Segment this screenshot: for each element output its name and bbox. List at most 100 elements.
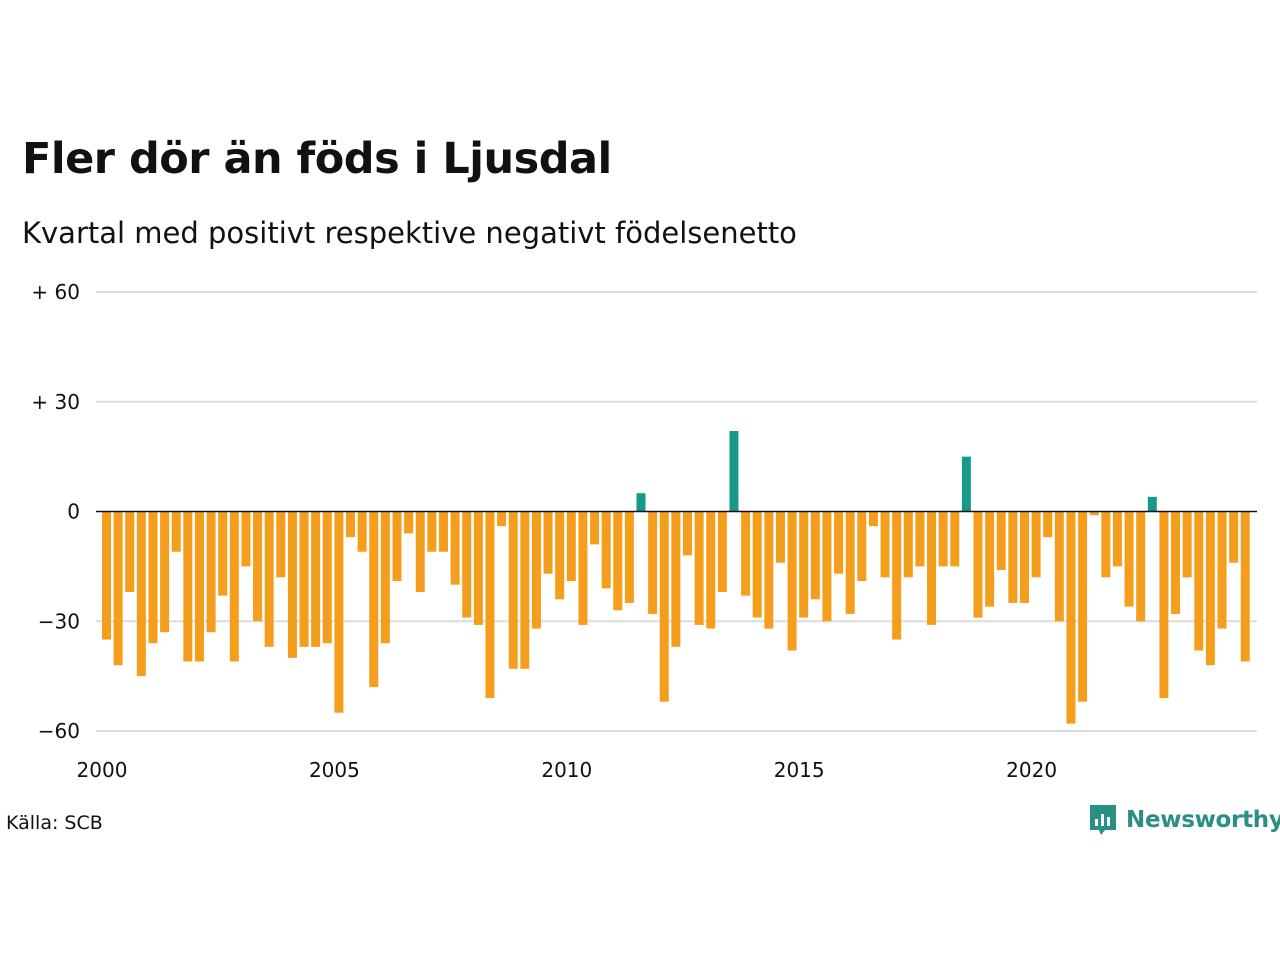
bar-negative xyxy=(276,511,286,578)
bar-negative xyxy=(438,511,448,552)
bar-negative xyxy=(334,511,344,713)
source-note: Källa: SCB xyxy=(6,812,103,834)
bar-negative xyxy=(938,511,948,567)
bar-negative xyxy=(671,511,681,647)
bar-negative xyxy=(1217,511,1227,629)
bar-negative xyxy=(555,511,565,600)
bar-negative xyxy=(764,511,774,629)
bar-negative xyxy=(985,511,995,607)
bar-negative xyxy=(880,511,890,578)
bar-negative xyxy=(566,511,576,582)
bar-positive xyxy=(961,456,971,512)
bar-negative xyxy=(892,511,902,640)
bar-negative xyxy=(1159,511,1169,699)
bars xyxy=(102,431,1250,724)
bar-negative xyxy=(845,511,855,614)
bar-negative xyxy=(1136,511,1146,622)
bar-negative xyxy=(160,511,170,633)
bar-negative xyxy=(613,511,623,611)
bar-negative xyxy=(834,511,844,574)
bar-negative xyxy=(1031,511,1041,578)
bar-negative xyxy=(171,511,181,552)
bar-negative xyxy=(357,511,367,552)
bar-negative xyxy=(1182,511,1192,578)
bar-negative xyxy=(1229,511,1239,563)
x-axis-labels: 2000 2005 2010 2015 2020 xyxy=(77,758,1058,782)
bar-negative xyxy=(485,511,495,699)
newsworthy-logo-icon xyxy=(1090,805,1116,835)
bar-positive xyxy=(636,493,646,512)
bar-negative xyxy=(1043,511,1053,538)
bar-negative xyxy=(601,511,611,589)
bar-negative xyxy=(683,511,692,556)
bar-negative xyxy=(903,511,913,578)
bar-negative xyxy=(508,511,518,669)
bar-negative xyxy=(1089,511,1099,516)
bar-positive xyxy=(729,431,739,512)
bar-negative xyxy=(241,511,251,567)
bar-negative xyxy=(136,511,146,677)
chart-title: Fler dör än föds i Ljusdal xyxy=(22,134,612,184)
bar-negative xyxy=(857,511,867,582)
bar-negative xyxy=(1124,511,1134,607)
y-axis-labels: + 60 + 30 0 −30 −60 xyxy=(31,280,80,743)
bar-negative xyxy=(392,511,402,582)
bar-negative xyxy=(775,511,785,563)
bar-negative xyxy=(125,511,135,592)
bar-negative xyxy=(473,511,483,625)
bar-negative xyxy=(462,511,472,618)
bar-negative xyxy=(799,511,809,618)
bar-negative xyxy=(1205,511,1215,666)
bar-negative xyxy=(752,511,762,618)
bar-negative xyxy=(706,511,716,629)
bar-negative xyxy=(1101,511,1111,578)
bar-negative xyxy=(1066,511,1076,724)
bar-negative xyxy=(264,511,274,647)
bar-negative xyxy=(218,511,228,596)
bar-negative xyxy=(253,511,263,622)
bar-negative xyxy=(694,511,704,625)
bar-negative xyxy=(1240,511,1250,662)
bar-negative xyxy=(520,511,530,669)
bar-negative xyxy=(1078,511,1088,702)
bar-negative xyxy=(450,511,460,585)
bar-negative xyxy=(380,511,390,644)
bar-negative xyxy=(1054,511,1064,622)
bar-negative xyxy=(404,511,414,534)
bar-negative xyxy=(346,511,356,538)
y-tick-label: −60 xyxy=(38,719,80,743)
bar-positive xyxy=(1147,496,1157,512)
bar-negative xyxy=(531,511,541,629)
bar-negative xyxy=(822,511,832,622)
chart-subtitle: Kvartal med positivt respektive negativt… xyxy=(22,216,797,250)
bar-negative xyxy=(415,511,425,592)
x-tick-label: 2005 xyxy=(309,758,360,782)
bar-negative xyxy=(973,511,983,618)
bar-negative xyxy=(299,511,309,647)
bar-negative xyxy=(427,511,437,552)
bar-negative xyxy=(1112,511,1122,567)
bar-negative xyxy=(868,511,878,527)
bar-negative xyxy=(229,511,239,662)
bar-negative xyxy=(648,511,658,614)
bar-negative xyxy=(996,511,1006,571)
brand-logo: Newsworthy xyxy=(1088,803,1280,837)
bar-negative xyxy=(322,511,332,644)
y-tick-label: + 60 xyxy=(31,280,80,304)
bar-negative xyxy=(311,511,321,647)
bar-negative xyxy=(717,511,727,592)
bar-negative xyxy=(148,511,158,644)
y-tick-label: + 30 xyxy=(31,390,80,414)
bar-negative xyxy=(950,511,960,567)
bar-negative xyxy=(102,511,111,640)
bar-negative xyxy=(1194,511,1204,651)
bar-negative xyxy=(624,511,634,603)
bar-negative xyxy=(287,511,297,658)
bar-negative xyxy=(1171,511,1181,614)
bar-negative xyxy=(183,511,193,662)
bar-negative xyxy=(659,511,669,702)
bar-negative xyxy=(369,511,379,688)
bar-negative xyxy=(543,511,553,574)
bar-negative xyxy=(927,511,937,625)
bar-negative xyxy=(810,511,820,600)
